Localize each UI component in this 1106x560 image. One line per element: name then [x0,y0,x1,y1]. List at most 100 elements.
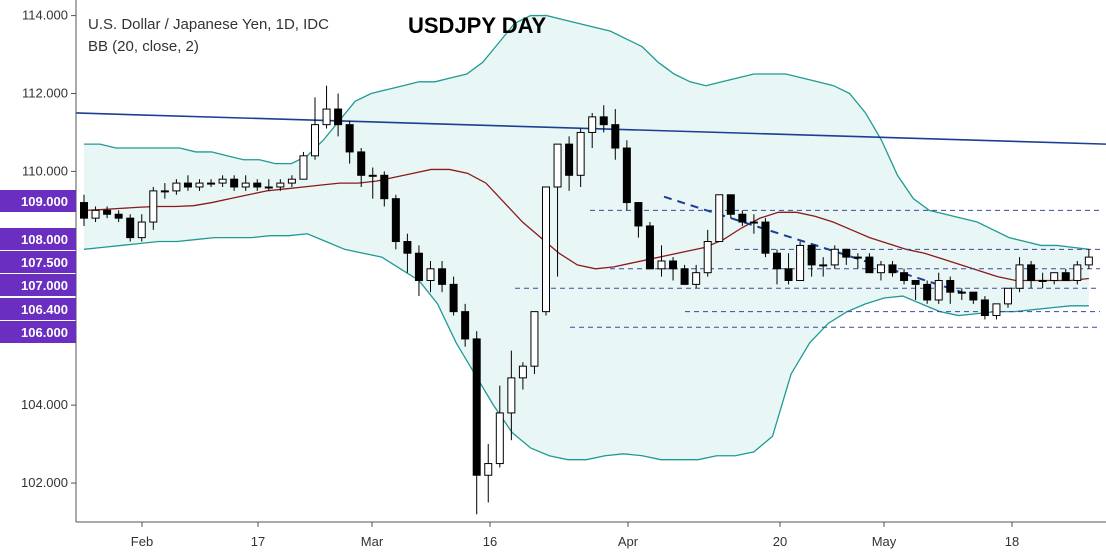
candle-body [611,124,620,149]
candle-body [172,182,181,192]
candle [900,268,909,285]
candle-body [391,198,400,243]
candle-body [276,182,285,188]
y-tick-label: 104.000 [21,397,68,412]
candle-body [114,213,123,219]
candle [1073,261,1082,285]
legend: U.S. Dollar / Japanese Yen, 1D, IDC BB (… [88,14,329,58]
candle-body [784,268,793,281]
candle [726,194,735,219]
candle-body [299,155,308,180]
candle [749,214,758,234]
bb-lower-line [83,233,1089,461]
candle-body [542,186,550,313]
candle-body [888,264,897,274]
candle-body [253,182,262,188]
candle [207,179,216,187]
candle [842,248,851,265]
bollinger-bands [83,14,1089,461]
candle [692,264,701,289]
candle-body [900,272,909,281]
candle-body [1004,287,1012,305]
candle [634,202,643,238]
candle [807,244,816,277]
candle-body [599,116,608,126]
y-level-highlight [0,190,76,212]
candle [853,253,862,269]
candle [830,245,839,269]
candle [1004,287,1012,308]
candle [1038,272,1047,289]
candle [345,120,354,164]
candle-body [622,147,631,204]
candle [946,276,955,304]
candle [160,183,169,199]
candle [264,179,273,191]
candle-body [91,209,100,219]
x-tick-label: 16 [483,534,497,549]
candle-body [992,303,1001,317]
candle [368,167,377,199]
candle-body [183,182,192,188]
candle-body [715,194,724,243]
candle [923,280,932,304]
candle-body [484,463,493,476]
candle-body [414,252,423,281]
candle-body [518,365,527,379]
candle-body [692,272,701,285]
candle [796,241,805,281]
candle [137,214,146,242]
x-tick-label: 20 [773,534,787,549]
candle-body [946,279,955,293]
candle-body [449,283,458,313]
candle-body [149,190,158,223]
y-level-highlight [0,228,76,250]
candle-body [1061,272,1070,281]
candle-body [576,131,585,176]
candle [449,276,458,316]
candle-body [923,283,932,301]
candle [876,261,885,281]
descending-trend-line [663,195,963,294]
candle [1084,249,1093,269]
candle [484,444,493,503]
x-tick-label: 17 [251,534,265,549]
candle [599,105,608,133]
candle [149,186,158,230]
candle [1015,257,1024,293]
candle-body [438,268,447,285]
candle-body [264,186,273,189]
candle-body [1038,279,1047,282]
candle-body [588,116,597,133]
candle-body [126,217,135,239]
x-tick-label: Apr [618,534,639,549]
candle [391,194,400,250]
candle [357,148,366,187]
y-level-highlight [0,274,76,296]
candle-body [830,248,839,266]
candle-body [311,124,319,157]
candle [865,253,874,274]
candle-body [287,178,296,184]
candle-body [842,248,851,258]
candle-body [357,151,366,176]
x-tick-label: Feb [131,534,153,549]
y-level-highlight [0,298,76,320]
candle [276,179,285,191]
y-level-label: 108.000 [21,232,68,247]
candle-body [819,264,828,267]
candle [472,331,481,515]
y-tick-label: 110.000 [22,163,68,178]
candle [311,97,319,160]
y-level-label: 106.400 [21,302,68,317]
candle [287,175,296,187]
candle-body [322,108,331,126]
candle [934,272,943,304]
x-tick-label: Mar [361,534,384,549]
candle-body [230,178,239,188]
candle [680,264,689,285]
candle [819,257,828,277]
candle [1061,268,1070,281]
candle-body [334,108,343,126]
